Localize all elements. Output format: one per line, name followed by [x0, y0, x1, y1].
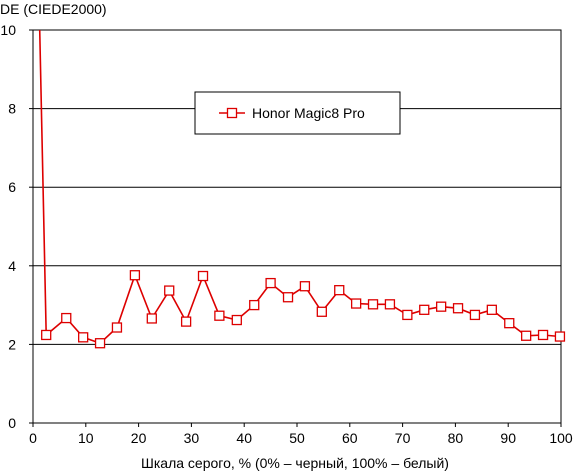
data-point — [78, 332, 89, 343]
y-axis-ticks: 0 2 4 6 8 10 — [0, 22, 33, 431]
x-axis-ticks: 0 10 20 30 40 50 60 70 80 90 100 — [29, 423, 573, 446]
y-tick-label: 6 — [8, 179, 16, 195]
data-point — [231, 314, 242, 326]
legend: Honor Magic8 Pro — [194, 91, 401, 135]
data-point — [334, 285, 345, 296]
y-tick-label: 10 — [0, 22, 16, 38]
data-point — [537, 329, 549, 341]
data-point — [249, 299, 260, 311]
data-point — [419, 304, 430, 315]
series-line — [38, 30, 560, 345]
data-point — [282, 292, 294, 303]
data-point — [486, 304, 497, 315]
data-point — [111, 322, 123, 333]
y-tick-label: 4 — [8, 258, 16, 274]
data-point — [299, 281, 311, 292]
data-point — [350, 298, 362, 309]
data-point — [265, 277, 276, 289]
y-axis-title: DE (CIEDE2000) — [0, 1, 107, 17]
data-point — [452, 303, 464, 314]
data-point — [164, 285, 175, 296]
data-point — [402, 309, 413, 321]
x-tick-label: 0 — [29, 430, 37, 446]
data-point — [41, 329, 52, 341]
data-point — [554, 331, 566, 342]
legend-marker — [226, 107, 238, 119]
data-point — [504, 318, 515, 329]
data-point — [367, 299, 379, 310]
data-point — [469, 309, 481, 321]
data-point — [129, 270, 141, 281]
legend-label: Honor Magic8 Pro — [252, 105, 365, 121]
data-point — [521, 330, 532, 341]
x-tick-label: 10 — [78, 430, 94, 446]
data-point — [214, 310, 225, 321]
x-tick-label: 70 — [395, 430, 411, 446]
x-axis-title: Шкала серого, % (0% – черный, 100% – бел… — [141, 455, 449, 471]
data-point — [180, 316, 192, 327]
x-tick-label: 50 — [289, 430, 305, 446]
x-tick-label: 40 — [236, 430, 252, 446]
y-tick-label: 8 — [8, 101, 16, 117]
x-tick-label: 30 — [184, 430, 200, 446]
y-tick-label: 0 — [8, 415, 16, 431]
x-tick-label: 80 — [448, 430, 464, 446]
data-point — [384, 299, 396, 310]
x-tick-label: 60 — [342, 430, 358, 446]
x-tick-label: 100 — [549, 430, 573, 446]
data-point — [61, 312, 72, 324]
series-group — [38, 30, 566, 349]
data-point — [94, 338, 106, 349]
data-point — [146, 313, 157, 324]
data-point — [197, 270, 209, 282]
y-tick-label: 2 — [8, 336, 16, 352]
gridlines — [33, 108, 561, 345]
x-tick-label: 20 — [131, 430, 147, 446]
plot-area — [32, 29, 562, 424]
data-point — [316, 306, 327, 317]
data-point — [435, 301, 447, 312]
x-tick-label: 90 — [500, 430, 516, 446]
